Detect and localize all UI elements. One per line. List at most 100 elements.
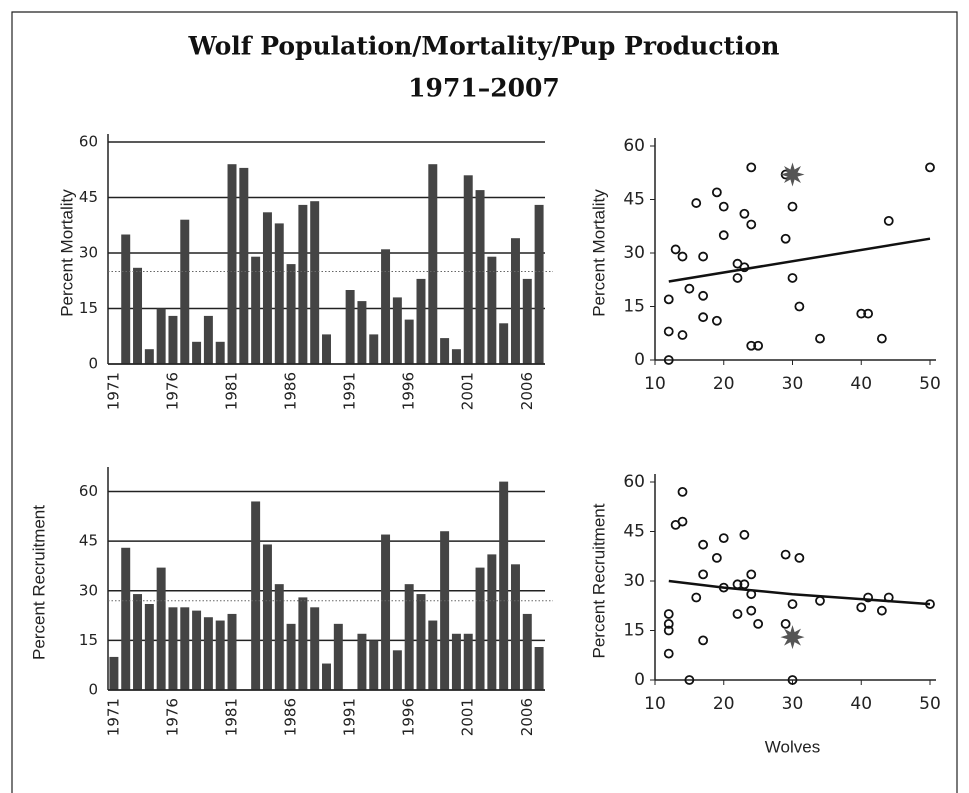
- bar: [487, 554, 497, 690]
- y-tick-label: 30: [79, 581, 98, 599]
- point: [663, 619, 674, 629]
- bar: [345, 290, 355, 364]
- bar: [475, 567, 485, 690]
- point: [787, 201, 798, 212]
- x-tick-label: 1981: [223, 372, 241, 410]
- point: [794, 553, 805, 563]
- point: [732, 273, 743, 283]
- bar: [156, 308, 166, 364]
- point: [663, 294, 674, 305]
- x-tick-label: 1996: [400, 372, 418, 410]
- bar: [392, 297, 402, 364]
- y-tick-label: 45: [79, 188, 98, 206]
- y-tick-label: 60: [623, 136, 645, 156]
- bar: [357, 301, 367, 364]
- bar: [322, 334, 331, 364]
- point: [856, 308, 867, 319]
- y-tick-label: 15: [623, 297, 645, 317]
- bar: [192, 341, 202, 364]
- point: [794, 301, 805, 312]
- y-tick-label: 15: [79, 299, 98, 317]
- bar: [298, 204, 308, 364]
- bar: [133, 267, 143, 364]
- point: [925, 599, 935, 609]
- x-tick-label: 2006: [518, 698, 536, 736]
- point: [718, 582, 729, 593]
- x-tick-label: 1976: [163, 372, 181, 410]
- y-axis-title: Percent Recruitment: [29, 505, 48, 660]
- bar: [416, 594, 426, 690]
- y-tick-label: 45: [623, 522, 645, 542]
- point: [711, 315, 722, 326]
- y-tick-label: 0: [634, 350, 645, 370]
- bar: [251, 256, 261, 364]
- bar: [510, 564, 520, 690]
- bar: [428, 164, 438, 364]
- x-axis-title: Wolves: [765, 737, 820, 756]
- bar: [416, 278, 426, 364]
- point: [746, 219, 757, 230]
- point: [663, 625, 674, 636]
- bar: [144, 604, 154, 690]
- bar: [499, 323, 509, 364]
- y-tick-label: 15: [623, 621, 645, 641]
- bar: [310, 201, 320, 364]
- point: [663, 326, 674, 337]
- bar: [251, 501, 261, 690]
- frame: [11, 11, 958, 793]
- y-tick-label: 30: [623, 571, 645, 591]
- y-axis-title: Percent Mortality: [57, 189, 76, 317]
- bar: [274, 223, 284, 364]
- bar: [369, 334, 379, 364]
- point: [753, 619, 764, 629]
- point: [746, 569, 757, 580]
- point: [739, 579, 750, 590]
- bar: [451, 349, 461, 364]
- bar: [239, 167, 249, 364]
- point: [883, 215, 894, 226]
- point: [711, 553, 722, 563]
- y-tick-label: 0: [634, 670, 645, 690]
- point: [732, 579, 743, 590]
- x-tick-label: 1996: [400, 698, 418, 736]
- point: [863, 308, 874, 319]
- point: [732, 609, 743, 619]
- x-tick-label: 50: [919, 374, 941, 394]
- bar: [227, 164, 237, 364]
- bar: [192, 610, 202, 690]
- point: [787, 599, 798, 609]
- bar: [121, 234, 131, 364]
- point: [787, 675, 798, 685]
- bar: [522, 613, 532, 690]
- point: [746, 605, 757, 616]
- point: [883, 592, 894, 603]
- bar: [428, 620, 438, 690]
- bar: [274, 584, 284, 690]
- x-tick-label: 10: [644, 374, 666, 394]
- y-tick-label: 60: [79, 133, 98, 151]
- point: [746, 162, 757, 173]
- point: [718, 201, 729, 212]
- x-tick-label: 40: [850, 694, 872, 714]
- point: [698, 251, 709, 262]
- bar: [534, 647, 544, 690]
- highlight-star: [780, 162, 805, 187]
- y-tick-label: 30: [79, 244, 98, 262]
- y-tick-label: 60: [623, 472, 645, 492]
- bar: [534, 204, 544, 364]
- x-tick-label: 2001: [459, 372, 477, 410]
- bar: [487, 256, 497, 364]
- x-tick-label: 1981: [223, 698, 241, 736]
- bar: [310, 607, 320, 690]
- point: [856, 602, 867, 613]
- x-tick-label: 1991: [341, 372, 359, 410]
- x-tick-label: 50: [919, 694, 941, 714]
- point: [670, 244, 681, 255]
- point: [780, 549, 791, 560]
- bar: [440, 531, 450, 690]
- x-tick-label: 1971: [104, 698, 122, 736]
- x-tick-label: 2001: [459, 698, 477, 736]
- y-tick-label: 0: [88, 355, 98, 373]
- highlight-star: [780, 625, 805, 650]
- bar: [392, 650, 402, 690]
